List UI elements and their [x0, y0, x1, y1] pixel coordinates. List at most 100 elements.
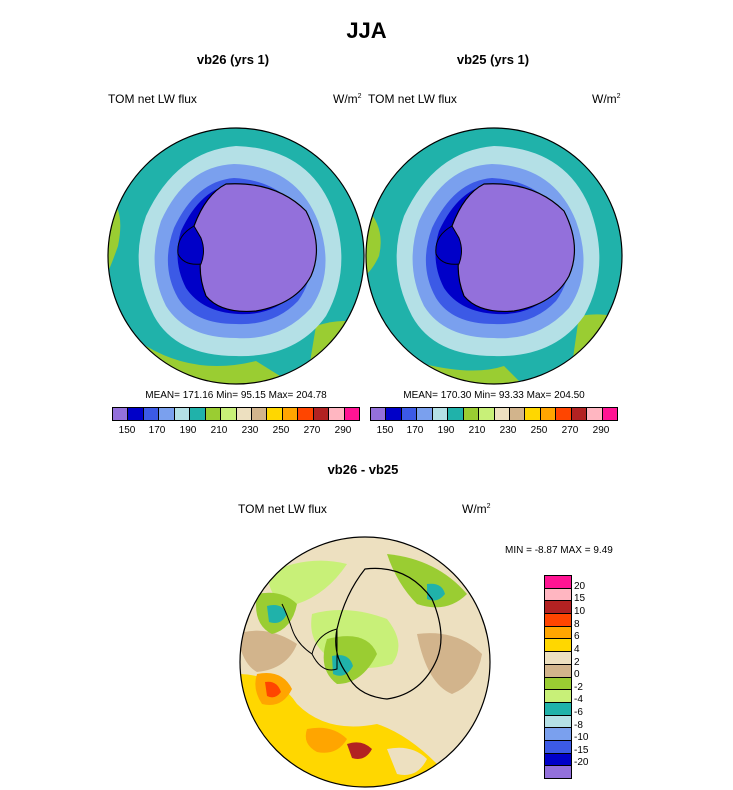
colorbar-swatch [545, 766, 571, 778]
colorbar-swatch [313, 408, 330, 420]
colorbar-swatch [545, 728, 571, 741]
colorbar-swatch [545, 690, 571, 703]
diff-colorbar-labels: 20 15 10 8 6 4 2 0 -2 -4 -6 -8 -10 -15 -… [574, 575, 614, 785]
panel-2-variable-label: TOM net LW flux [368, 92, 457, 106]
colorbar-tick: 150 [118, 425, 136, 436]
colorbar-swatch [540, 408, 557, 420]
colorbar-tick: -4 [574, 694, 583, 705]
colorbar-swatch [545, 614, 571, 627]
panel-1-colorbar [112, 407, 360, 421]
page-title: JJA [346, 18, 387, 43]
colorbar-swatch [448, 408, 464, 420]
colorbar-swatch [128, 408, 144, 420]
panel-1-variable-label: TOM net LW flux [108, 92, 197, 106]
panel-2-colorbar [370, 407, 618, 421]
panel-1-stats: MEAN= 171.16 Min= 95.15 Max= 204.78 [145, 390, 327, 401]
colorbar-tick: 270 [561, 425, 579, 436]
colorbar-swatch [545, 715, 571, 729]
panel-2-units: W/m2 [592, 92, 621, 106]
colorbar-swatch [545, 702, 571, 716]
colorbar-tick: -8 [574, 720, 583, 731]
colorbar-swatch [545, 576, 571, 589]
colorbar-tick: 290 [334, 425, 352, 436]
colorbar-swatch [113, 408, 129, 420]
panel-1-title: vb26 (yrs 1) [196, 52, 270, 67]
colorbar-tick: 190 [179, 425, 197, 436]
colorbar-swatch [479, 408, 495, 420]
panel-2-map [365, 127, 623, 385]
panel-1-colorbar-labels: 150 170 190 210 230 250 270 290 [112, 425, 360, 439]
colorbar-swatch [236, 408, 252, 420]
panel-1-map [107, 127, 365, 385]
colorbar-tick: 2 [574, 657, 580, 668]
panel-2-colorbar-labels: 150 170 190 210 230 250 270 290 [370, 425, 618, 439]
colorbar-swatch [545, 740, 571, 754]
colorbar-tick: 0 [574, 669, 580, 680]
colorbar-swatch [221, 408, 237, 420]
colorbar-swatch [159, 408, 175, 420]
colorbar-swatch [205, 408, 222, 420]
colorbar-tick: -20 [574, 757, 589, 768]
colorbar-swatch [143, 408, 160, 420]
colorbar-swatch [545, 601, 571, 615]
colorbar-swatch [386, 408, 402, 420]
colorbar-tick: 170 [148, 425, 166, 436]
colorbar-tick: -6 [574, 707, 583, 718]
colorbar-swatch [545, 588, 571, 602]
colorbar-tick: 230 [499, 425, 517, 436]
panel-2-stats: MEAN= 170.30 Min= 93.33 Max= 204.50 [403, 390, 585, 401]
colorbar-tick: -2 [574, 682, 583, 693]
colorbar-swatch [545, 753, 571, 767]
colorbar-swatch [509, 408, 526, 420]
colorbar-tick: 150 [376, 425, 394, 436]
colorbar-tick: 170 [406, 425, 424, 436]
colorbar-tick: -10 [574, 732, 589, 743]
colorbar-swatch [587, 408, 603, 420]
colorbar-tick: 15 [574, 593, 586, 604]
diff-colorbar [544, 575, 572, 779]
colorbar-swatch [602, 408, 617, 420]
colorbar-swatch [267, 408, 283, 420]
panel-2-title: vb25 (yrs 1) [456, 52, 530, 67]
colorbar-swatch [556, 408, 572, 420]
diff-panel-variable-label: TOM net LW flux [238, 502, 327, 516]
colorbar-swatch [329, 408, 345, 420]
colorbar-swatch [190, 408, 206, 420]
colorbar-swatch [417, 408, 433, 420]
diff-panel-title: vb26 - vb25 [327, 462, 399, 477]
colorbar-swatch [432, 408, 449, 420]
colorbar-swatch [371, 408, 387, 420]
colorbar-swatch [298, 408, 314, 420]
diff-panel-units: W/m2 [462, 502, 491, 516]
colorbar-tick: 230 [241, 425, 259, 436]
colorbar-tick: 210 [210, 425, 228, 436]
colorbar-swatch [571, 408, 588, 420]
colorbar-swatch [344, 408, 359, 420]
diff-map [239, 536, 491, 788]
colorbar-tick: 270 [303, 425, 321, 436]
panel-1-units: W/m2 [333, 92, 362, 106]
colorbar-tick: 290 [592, 425, 610, 436]
colorbar-swatch [251, 408, 268, 420]
colorbar-swatch [545, 677, 571, 691]
colorbar-tick: -15 [574, 745, 589, 756]
colorbar-swatch [282, 408, 299, 420]
diff-panel-minmax: MIN = -8.87 MAX = 9.49 [505, 545, 613, 556]
colorbar-swatch [174, 408, 191, 420]
colorbar-tick: 6 [574, 631, 580, 642]
colorbar-tick: 250 [530, 425, 548, 436]
colorbar-tick: 10 [574, 606, 586, 617]
colorbar-swatch [545, 664, 571, 678]
colorbar-tick: 250 [272, 425, 290, 436]
colorbar-tick: 8 [574, 619, 580, 630]
colorbar-tick: 210 [468, 425, 486, 436]
colorbar-swatch [545, 639, 571, 653]
colorbar-tick: 190 [437, 425, 455, 436]
colorbar-swatch [545, 626, 571, 640]
colorbar-swatch [401, 408, 418, 420]
colorbar-swatch [545, 652, 571, 665]
colorbar-swatch [463, 408, 480, 420]
colorbar-tick: 20 [574, 581, 586, 592]
colorbar-swatch [494, 408, 510, 420]
colorbar-swatch [525, 408, 541, 420]
